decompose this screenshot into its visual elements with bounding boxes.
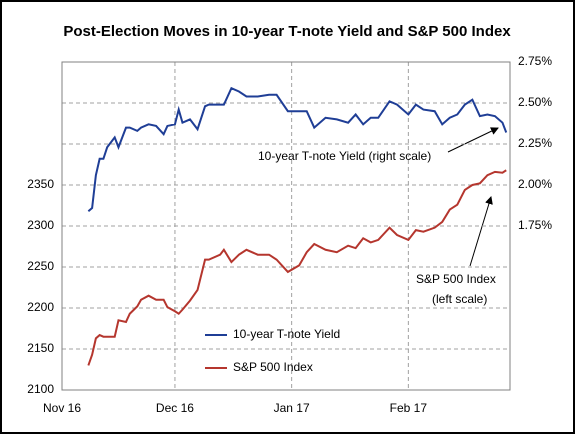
- annotation-arrow: [447, 127, 499, 153]
- y-tick-label: 2150: [27, 341, 54, 355]
- annotation: 10-year T-note Yield (right scale): [258, 149, 431, 163]
- y-tick-label: 2250: [27, 259, 54, 273]
- series-line: [87, 86, 508, 212]
- y2-tick-label: 2.75%: [518, 54, 552, 68]
- y2-tick-label: 2.00%: [518, 177, 552, 191]
- annotation-arrow: [469, 196, 493, 267]
- x-tick-label: Dec 16: [156, 401, 194, 415]
- y-tick-label: 2300: [27, 218, 54, 232]
- y2-tick-label: 1.75%: [518, 218, 552, 232]
- legend-label: S&P 500 Index: [233, 360, 313, 374]
- x-tick-label: Nov 16: [43, 401, 81, 415]
- chart-title: Post-Election Moves in 10-year T-note Yi…: [63, 23, 511, 40]
- y-tick-label: 2100: [27, 382, 54, 396]
- legend-label: 10-year T-note Yield: [233, 327, 340, 341]
- series-line: [87, 169, 507, 366]
- x-tick-label: Feb 17: [390, 401, 428, 415]
- annotation: (left scale): [432, 292, 487, 306]
- plot-border: [61, 61, 511, 391]
- x-tick-label: Jan 17: [274, 401, 310, 415]
- annotation: S&P 500 Index: [416, 272, 496, 286]
- y-tick-label: 2350: [27, 177, 54, 191]
- y2-tick-label: 2.50%: [518, 95, 552, 109]
- y2-tick-label: 2.25%: [518, 136, 552, 150]
- y-tick-label: 2200: [27, 300, 54, 314]
